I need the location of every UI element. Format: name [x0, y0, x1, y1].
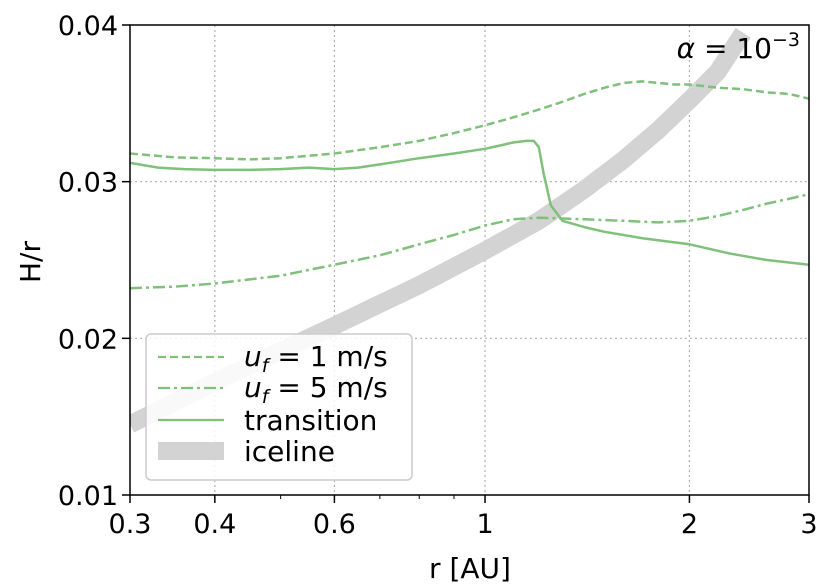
- legend-uf1-var: u: [244, 340, 262, 373]
- legend-uf5-var: u: [244, 371, 262, 404]
- ticks: 0.3 0.4 0.6 1 2 3 0.01 0.02 0.03 0.04: [58, 11, 818, 540]
- y-tick-label: 0.03: [58, 168, 118, 199]
- legend: uf = 1 m/s uf = 5 m/s transition iceline: [145, 333, 413, 481]
- x-axis-label: r [AU]: [429, 552, 511, 585]
- legend-uf5-rest: = 5 m/s: [268, 371, 387, 404]
- alpha-symbol: α: [677, 32, 696, 65]
- y-tick-label: 0.02: [58, 324, 118, 355]
- line-uf-5: [130, 192, 809, 290]
- x-tick-label: 0.4: [193, 509, 236, 540]
- x-tick-label: 1: [476, 509, 493, 540]
- alpha-exponent: −3: [772, 29, 800, 51]
- y-tick-label: 0.01: [58, 481, 118, 512]
- y-tick-label: 0.04: [58, 11, 118, 42]
- legend-uf5-sub: f: [262, 386, 272, 408]
- plot-frame: [129, 24, 810, 496]
- legend-label-iceline: iceline: [244, 435, 335, 468]
- line-transition: [130, 139, 809, 266]
- legend-label-uf5: uf = 5 m/s: [244, 371, 388, 408]
- alpha-annotation: α = 10−3: [677, 29, 800, 65]
- x-tick-label: 3: [800, 509, 817, 540]
- legend-label-uf1: uf = 1 m/s: [244, 340, 388, 377]
- x-tick-label: 0.6: [313, 509, 356, 540]
- line-uf-1: [130, 80, 809, 161]
- alpha-value: = 10: [695, 32, 772, 65]
- legend-uf1-rest: = 1 m/s: [268, 340, 387, 373]
- legend-uf1-sub: f: [262, 355, 272, 377]
- x-tick-label: 2: [681, 509, 698, 540]
- x-tick-label: 0.3: [109, 509, 152, 540]
- legend-label-transition: transition: [244, 404, 377, 437]
- y-axis-label: H/r: [14, 241, 47, 283]
